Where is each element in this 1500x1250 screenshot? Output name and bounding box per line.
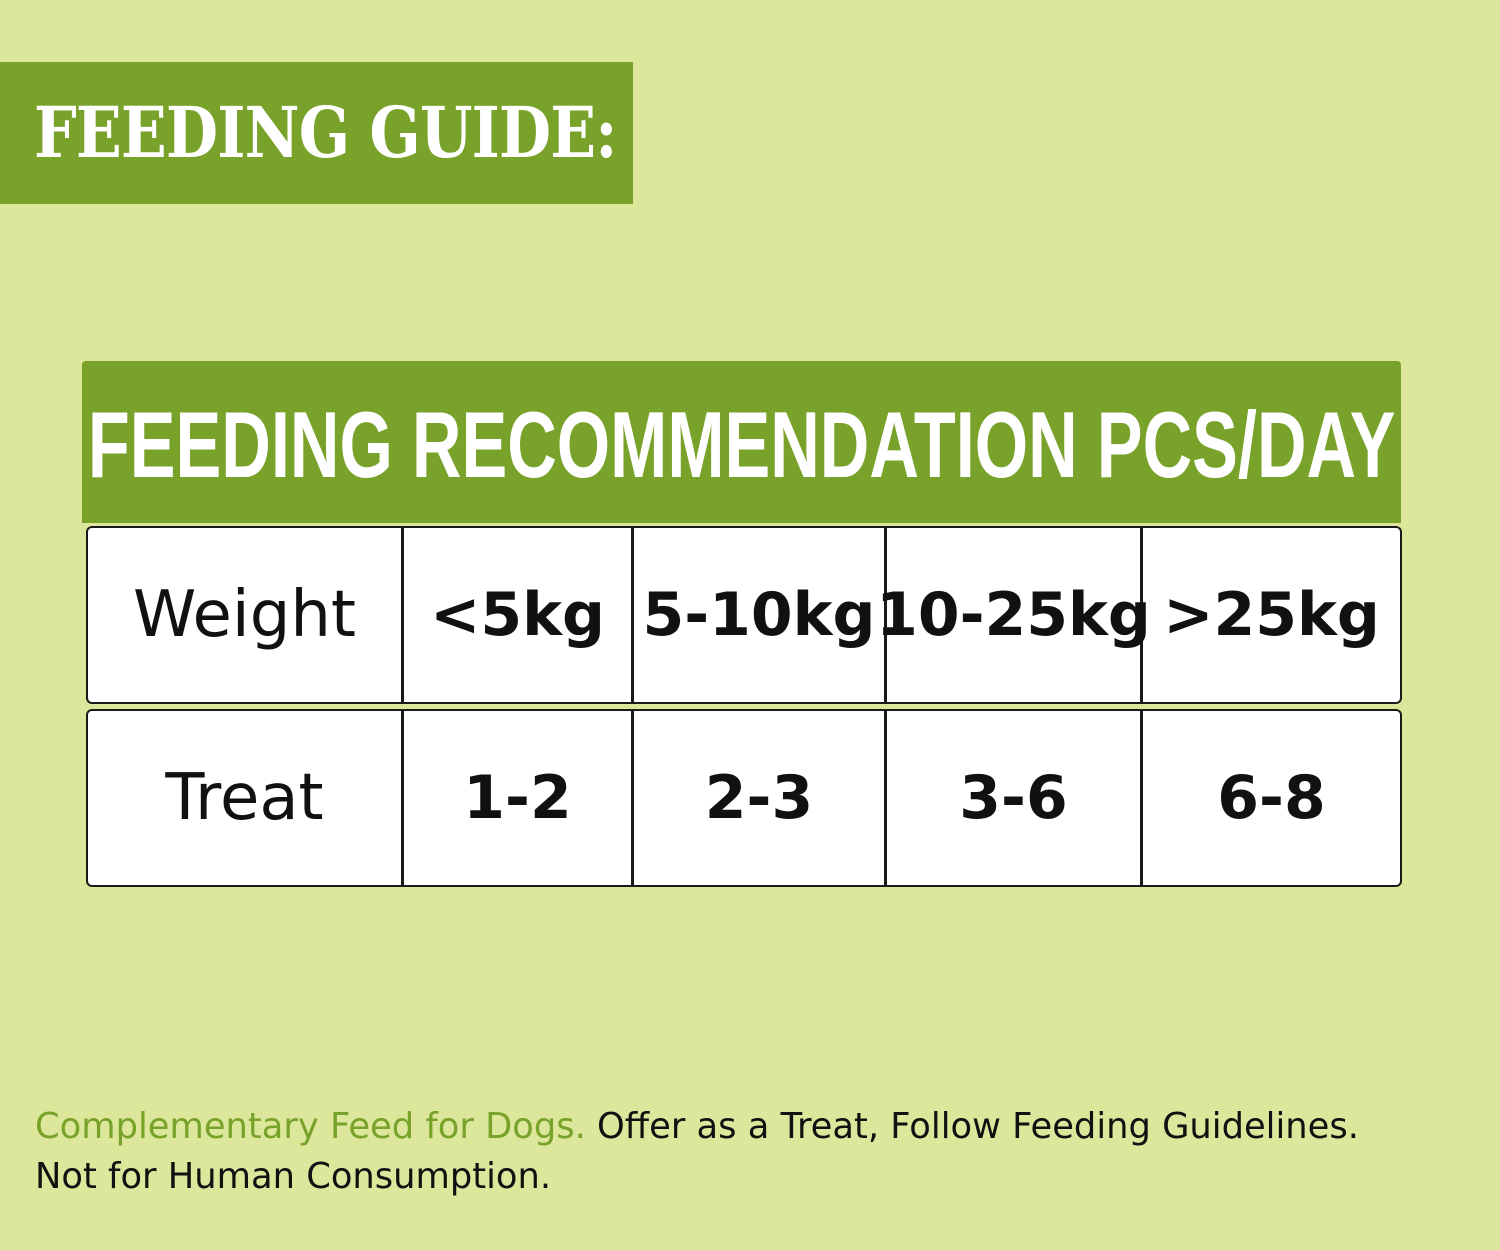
footer-note: Complementary Feed for Dogs. Offer as a … <box>35 1102 1446 1202</box>
banner-title: FEEDING GUIDE: <box>34 91 617 174</box>
footer-line1-rest: Offer as a Treat, Follow Feeding Guideli… <box>585 1106 1359 1147</box>
row-label-treat: Treat <box>88 711 404 885</box>
weight-cell: 10-25kg <box>876 528 1151 702</box>
treat-cell: 1-2 <box>404 711 634 885</box>
weight-cell: 5-10kg <box>634 528 887 702</box>
weight-cell: <5kg <box>404 528 634 702</box>
footer-line-2: Not for Human Consumption. <box>35 1156 552 1197</box>
feeding-guide-banner: FEEDING GUIDE: <box>0 62 633 204</box>
footer-line-1: Complementary Feed for Dogs. Offer as a … <box>35 1102 1446 1152</box>
table-row-treat: Treat 1-2 2-3 3-6 6-8 <box>86 709 1402 887</box>
row-label-weight: Weight <box>88 528 404 702</box>
weight-cell: >25kg <box>1163 580 1380 650</box>
table-row-weight: Weight <5kg 5-10kg 10-25kg >25kg <box>86 526 1402 704</box>
treat-cell: 6-8 <box>1217 763 1326 833</box>
table-header: FEEDING RECOMMENDATION PCS/DAY <box>82 361 1401 523</box>
footer-highlight: Complementary Feed for Dogs. <box>35 1106 586 1147</box>
table-header-title: FEEDING RECOMMENDATION PCS/DAY <box>87 392 1396 497</box>
treat-cell: 3-6 <box>887 711 1143 885</box>
treat-cell: 2-3 <box>634 711 887 885</box>
